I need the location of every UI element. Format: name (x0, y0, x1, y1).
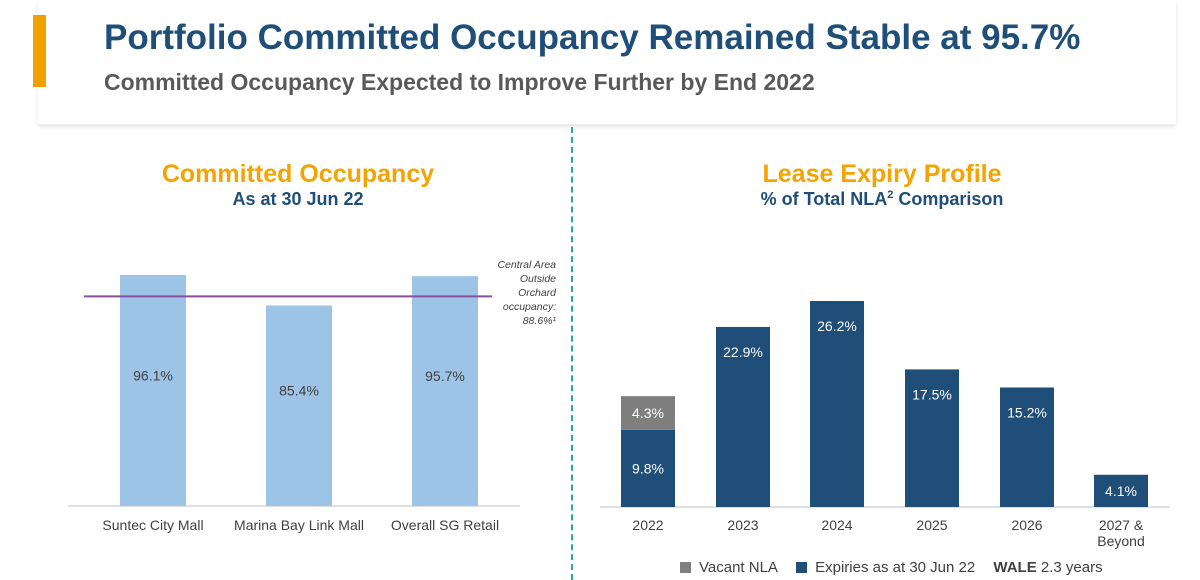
right-chart-subtitle-footnote: 2 (887, 189, 894, 201)
left-chart-subtitle: As at 30 Jun 22 (232, 189, 364, 209)
page-subtitle: Committed Occupancy Expected to Improve … (104, 69, 815, 95)
right-x-tick-label: 2023 (727, 517, 758, 533)
expiry-bar-label: 17.5% (912, 386, 952, 402)
left-x-tick-label: Suntec City Mall (102, 517, 203, 533)
wale-label: WALE (993, 559, 1037, 576)
right-chart-subtitle-suffix: Comparison (893, 189, 1004, 209)
occupancy-bar-label: 85.4% (279, 383, 319, 399)
page-title: Portfolio Committed Occupancy Remained S… (104, 18, 1081, 57)
section-divider (571, 127, 573, 580)
expiry-bar-label: 26.2% (817, 318, 857, 334)
left-chart-title: Committed Occupancy (161, 160, 435, 188)
legend-swatch-expiries (796, 562, 808, 573)
left-x-tick-label: Marina Bay Link Mall (234, 517, 364, 533)
right-chart-subtitle: % of Total NLA2 Comparison (660, 189, 1104, 210)
legend-label-expiries: Expiries as at 30 Jun 22 (815, 559, 976, 576)
reference-annotation-line: occupancy: (503, 301, 556, 313)
reference-annotation-line: Orchard (518, 287, 557, 299)
expiry-bar (1000, 387, 1054, 507)
wale-value: 2.3 years (1040, 559, 1103, 576)
right-x-tick-label: 2022 (632, 517, 663, 533)
right-x-tick-label: 2027 & (1099, 517, 1144, 533)
occupancy-bar (120, 275, 186, 506)
accent-bar (33, 15, 46, 87)
reference-annotation-line: Outside (520, 273, 556, 285)
expiry-bar (810, 301, 864, 507)
right-chart-title: Lease Expiry Profile (762, 160, 1002, 188)
expiry-bar-label: 4.1% (1105, 483, 1137, 499)
right-chart-header: Lease Expiry Profile % of Total NLA2 Com… (660, 160, 1104, 210)
expiry-bar (1094, 474, 1148, 507)
expiry-bar-label: 22.9% (723, 344, 763, 360)
legend-label-vacant: Vacant NLA (699, 559, 778, 576)
vacant-bar-label: 4.3% (632, 405, 664, 421)
left-chart-header: Committed Occupancy As at 30 Jun 22 (88, 160, 508, 210)
left-x-tick-label: Overall SG Retail (391, 517, 499, 533)
legend-item-vacant: Vacant NLA (680, 559, 778, 576)
right-x-tick-label: 2024 (821, 517, 852, 533)
reference-annotation-line: Central Area (497, 259, 556, 271)
expiry-bar-label: 9.8% (632, 460, 664, 476)
header-panel (38, 0, 1176, 125)
expiry-bar (716, 326, 770, 507)
right-x-tick-label: 2025 (916, 517, 947, 533)
occupancy-bar-label: 95.7% (425, 368, 465, 384)
legend-item-expiries: Expiries as at 30 Jun 22 (796, 559, 975, 576)
expiry-bar (621, 429, 675, 507)
vacant-bar (621, 396, 675, 430)
legend-swatch-vacant (680, 562, 691, 573)
expiry-bar (905, 369, 959, 507)
right-x-tick-label: Beyond (1097, 533, 1144, 549)
occupancy-bar-label: 96.1% (133, 368, 173, 384)
reference-annotation-line: 88.6%¹ (523, 315, 557, 327)
expiry-bar-label: 15.2% (1007, 404, 1047, 420)
occupancy-bar (266, 305, 332, 506)
legend: Vacant NLA Expiries as at 30 Jun 22 WALE… (680, 559, 1103, 576)
right-x-tick-label: 2026 (1011, 517, 1042, 533)
right-chart-subtitle-prefix: % of Total NLA (760, 189, 888, 209)
occupancy-bar (412, 276, 478, 506)
